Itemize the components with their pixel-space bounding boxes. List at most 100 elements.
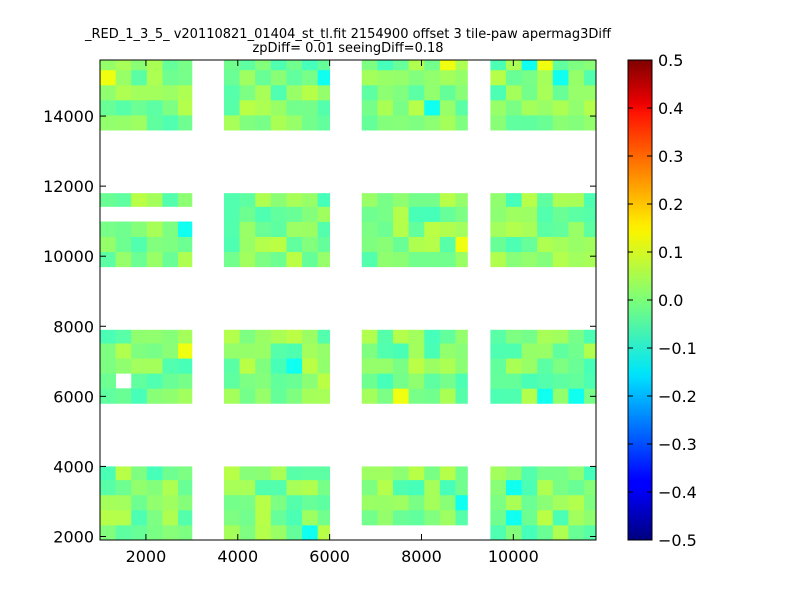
heatmap-cell <box>552 358 569 374</box>
heatmap-cell <box>146 236 163 253</box>
heatmap-cell <box>178 115 193 131</box>
heatmap-cell <box>131 509 148 526</box>
heatmap-cell <box>584 206 597 222</box>
heatmap-cell <box>490 329 507 344</box>
heatmap-cell <box>393 479 410 496</box>
heatmap-cell <box>377 236 394 253</box>
heatmap-cell <box>393 69 410 86</box>
heatmap-cell <box>521 388 538 404</box>
heatmap-cell <box>521 206 538 222</box>
heatmap-cell <box>302 193 319 207</box>
heatmap-cell <box>552 84 569 101</box>
heatmap-cell <box>302 343 319 359</box>
heatmap-cell <box>393 358 410 374</box>
y-tick-label: 2000 <box>53 527 94 546</box>
heatmap-cell <box>377 479 394 496</box>
colorbar-tick-label: −0.4 <box>658 483 697 502</box>
heatmap-cell <box>162 524 179 541</box>
heatmap-cell <box>537 343 554 359</box>
heatmap-cell <box>286 236 303 253</box>
heatmap-cell <box>317 466 331 481</box>
heatmap-cell <box>439 193 456 207</box>
heatmap-cell <box>537 99 554 116</box>
heatmap-cell <box>361 69 378 86</box>
heatmap-cell <box>270 373 287 389</box>
heatmap-cell <box>568 115 585 131</box>
chart-title-line-1: _RED_1_3_5_ v20110821_01404_st_tl.fit 21… <box>84 27 612 42</box>
heatmap-cell <box>270 99 287 116</box>
heatmap-cell <box>115 388 132 404</box>
heatmap-cell <box>317 206 331 222</box>
heatmap-cell <box>255 115 272 131</box>
heatmap-cell <box>146 494 163 511</box>
heatmap-cell <box>408 206 425 222</box>
heatmap-cell <box>178 329 193 344</box>
heatmap-cell <box>224 509 241 526</box>
heatmap-cell <box>424 60 441 71</box>
heatmap-cell <box>302 251 319 268</box>
heatmap-cell <box>115 509 132 526</box>
heatmap-cell <box>490 84 507 101</box>
heatmap-cell <box>162 99 179 116</box>
heatmap-cell <box>393 251 410 268</box>
colorbar-tick-label: −0.2 <box>658 387 697 406</box>
heatmap-cell <box>521 509 538 526</box>
heatmap-cell <box>131 69 148 86</box>
heatmap-cell <box>408 494 425 511</box>
heatmap-cell <box>584 509 597 526</box>
heatmap-cell <box>408 373 425 389</box>
heatmap-cell <box>408 479 425 496</box>
heatmap-cell <box>286 99 303 116</box>
heatmap-cell <box>408 236 425 253</box>
heatmap-cell <box>317 479 331 496</box>
heatmap-cell <box>439 251 456 268</box>
heatmap-cell <box>286 60 303 71</box>
colorbar-tick-label: 0.1 <box>658 243 683 262</box>
heatmap-cell <box>224 115 241 131</box>
heatmap-cell <box>302 479 319 496</box>
y-tick-label: 12000 <box>43 177 94 196</box>
heatmap-cell <box>377 84 394 101</box>
heatmap-cell <box>377 358 394 374</box>
heatmap-cell <box>255 99 272 116</box>
heatmap-cell <box>146 373 163 389</box>
heatmap-cell <box>178 388 193 404</box>
heatmap-cell <box>146 115 163 131</box>
heatmap-cell <box>239 251 256 268</box>
heatmap-cell <box>490 466 507 481</box>
heatmap-cell <box>439 494 456 511</box>
heatmap-cell <box>455 466 468 481</box>
heatmap-cell <box>239 60 256 71</box>
heatmap-cell <box>424 206 441 222</box>
heatmap-cell <box>505 69 522 86</box>
heatmap-cell <box>490 509 507 526</box>
heatmap-cell <box>100 193 117 207</box>
heatmap-cell <box>146 99 163 116</box>
heatmap-cell <box>490 524 507 541</box>
heatmap-cell <box>521 99 538 116</box>
heatmap-cell <box>131 251 148 268</box>
heatmap-cell <box>568 236 585 253</box>
chart-title-line-2: zpDiff= 0.01 seeingDiff=0.18 <box>252 41 443 56</box>
heatmap-cell <box>439 99 456 116</box>
heatmap-cell <box>255 329 272 344</box>
heatmap-cell <box>439 236 456 253</box>
y-tick-label: 8000 <box>53 317 94 336</box>
heatmap-cell <box>424 343 441 359</box>
heatmap-cell <box>224 236 241 253</box>
heatmap-cell <box>537 69 554 86</box>
heatmap-cell <box>408 60 425 71</box>
heatmap-cell <box>270 206 287 222</box>
heatmap-cell <box>162 358 179 374</box>
heatmap-cell <box>424 466 441 481</box>
heatmap-cell <box>393 329 410 344</box>
heatmap-cell <box>146 193 163 207</box>
heatmap-cell <box>302 466 319 481</box>
heatmap-cell <box>178 221 193 237</box>
colorbar-ticks: 0.5 0.4 0.3 0.2 0.1 0.0 −0.1 −0.2 −0.3 −0.4 −0.5 <box>628 51 697 550</box>
heatmap-cell <box>100 479 117 496</box>
heatmap-cell <box>568 99 585 116</box>
heatmap-cell <box>286 494 303 511</box>
heatmap-cell <box>302 388 319 404</box>
heatmap-cell <box>393 84 410 101</box>
